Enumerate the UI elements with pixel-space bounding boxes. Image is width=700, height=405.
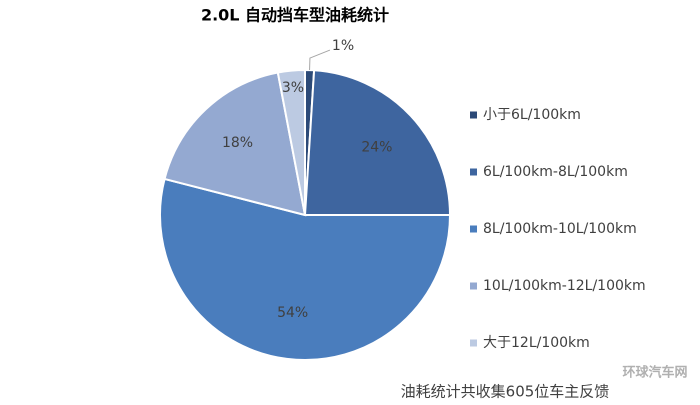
pie-slice xyxy=(303,69,452,216)
footnote: 油耗统计共收集605位车主反馈 xyxy=(401,383,610,401)
watermark: 环球汽车网 xyxy=(622,365,687,381)
legend-label: 小于6L/100km xyxy=(483,107,581,123)
pie-slice xyxy=(159,177,452,361)
legend-swatch xyxy=(470,111,477,119)
data-label: 18% xyxy=(222,135,253,151)
legend-swatch xyxy=(470,339,477,347)
legend-label: 10L/100km-12L/100km xyxy=(483,278,646,294)
legend-swatch xyxy=(470,225,477,233)
data-label: 24% xyxy=(361,140,392,156)
pie-slice xyxy=(276,68,306,216)
legend-label: 大于12L/100km xyxy=(483,335,590,351)
legend-label: 6L/100km-8L/100km xyxy=(483,164,628,180)
chart-title: 2.0L 自动挡车型油耗统计 xyxy=(201,6,389,25)
data-label: 3% xyxy=(282,80,304,96)
data-label: 54% xyxy=(277,305,308,321)
pie-slice xyxy=(163,71,307,217)
leader-line xyxy=(309,49,331,71)
data-label: 1% xyxy=(332,38,354,54)
legend-swatch xyxy=(470,282,477,290)
legend-swatch xyxy=(470,168,477,176)
legend-label: 8L/100km-10L/100km xyxy=(483,221,637,237)
